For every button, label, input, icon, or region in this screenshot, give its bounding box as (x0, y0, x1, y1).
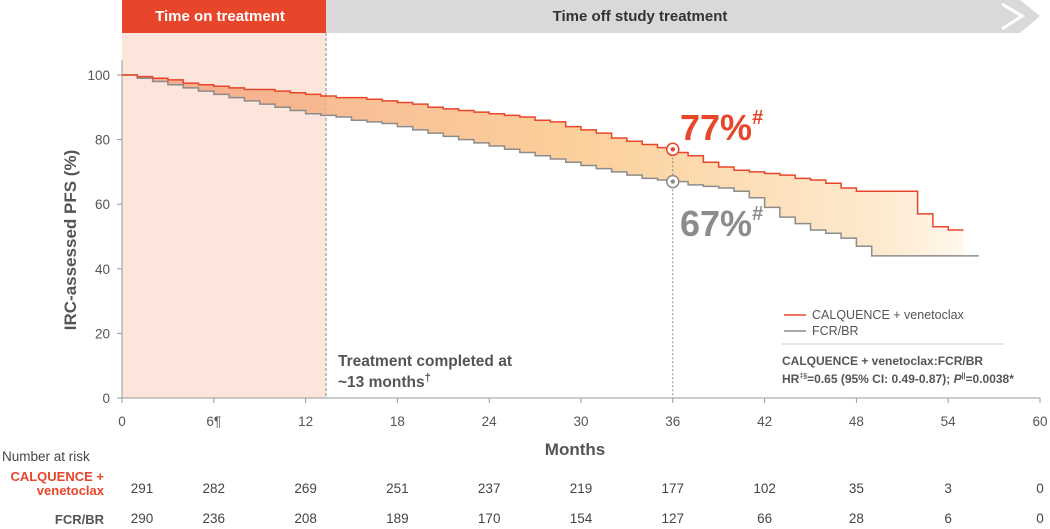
fcr-pct-label: 67%# (680, 203, 763, 244)
point-dot (670, 147, 675, 152)
x-tick-label: 42 (757, 414, 772, 429)
risk-table-title: Number at risk (2, 449, 90, 464)
banner-on-treatment (122, 0, 326, 33)
x-tick-label: 24 (482, 414, 498, 429)
treatment-completed-months: ~13 months† (338, 372, 431, 391)
risk-value: 237 (477, 481, 501, 496)
timeline-banner: Time on treatment Time off study treatme… (122, 0, 1040, 33)
y-tick-label: 20 (95, 326, 110, 341)
risk-value: 127 (661, 511, 685, 526)
risk-value: 282 (202, 481, 226, 496)
risk-value: 269 (294, 481, 317, 496)
legend-label-calquence: CALQUENCE + venetoclax (812, 308, 965, 322)
difference-band (122, 75, 964, 256)
x-tick-label: 54 (941, 414, 957, 429)
banner-off-treatment-label: Time off study treatment (553, 8, 728, 25)
risk-value: 208 (294, 511, 317, 526)
legend: CALQUENCE + venetoclax FCR/BR (782, 308, 1004, 345)
banner-off-treatment (122, 0, 1040, 33)
series-line-fcr (122, 74, 979, 257)
x-tick-label: 48 (849, 414, 864, 429)
risk-value: 35 (848, 481, 864, 496)
y-tick-label: 60 (95, 197, 110, 212)
risk-value: 236 (202, 511, 226, 526)
risk-value: 3 (944, 481, 952, 496)
calquence-36-point (666, 142, 680, 157)
risk-value: 177 (661, 481, 685, 496)
point-dot (670, 179, 675, 184)
risk-value: 6 (944, 511, 952, 526)
x-ticks: 0 6¶ 12 18 24 30 36 42 48 54 60 (118, 398, 1048, 429)
y-tick-label: 100 (87, 68, 110, 83)
risk-value: 154 (569, 511, 593, 526)
risk-value: 189 (386, 511, 409, 526)
x-tick-label: 6¶ (206, 414, 221, 429)
risk-value: 28 (848, 511, 864, 526)
hr-line2: HR‡§=0.65 (95% CI: 0.49-0.87); P||=0.003… (782, 372, 1014, 386)
y-tick-label: 40 (95, 262, 110, 277)
banner-on-treatment-label: Time on treatment (155, 8, 285, 25)
calquence-pct-label: 77%# (680, 107, 763, 148)
y-tick-label: 0 (102, 391, 110, 406)
x-tick-label: 18 (390, 414, 405, 429)
risk-value: 219 (569, 481, 593, 496)
risk-value: 66 (757, 511, 773, 526)
risk-value: 102 (753, 481, 776, 496)
x-axis-label: Months (545, 440, 605, 459)
risk-value: 0 (1036, 511, 1044, 526)
hr-line1: CALQUENCE + venetoclax:FCR/BR (782, 354, 983, 368)
fcr-36-point (666, 174, 680, 189)
treatment-completed-note: Treatment completed at (338, 353, 512, 370)
x-tick-label: 36 (665, 414, 680, 429)
y-axis-label: IRC-assessed PFS (%) (61, 150, 80, 330)
y-tick-label: 80 (95, 133, 110, 148)
x-tick-label: 30 (573, 414, 588, 429)
x-tick-label: 0 (118, 414, 126, 429)
series-line-calquence (122, 74, 964, 231)
x-tick-label: 60 (1032, 414, 1047, 429)
risk-value: 170 (477, 511, 501, 526)
risk-value: 251 (386, 481, 409, 496)
risk-value: 290 (130, 511, 154, 526)
legend-label-fcr: FCR/BR (812, 324, 859, 338)
banner-arrow-icon (1001, 2, 1025, 31)
risk-value: 291 (130, 481, 154, 496)
risk-label-fcr: FCR/BR (54, 512, 104, 527)
y-ticks: 0 20 40 60 80 100 (87, 68, 122, 406)
x-tick-label: 12 (298, 414, 313, 429)
risk-label-calquence: CALQUENCE + venetoclax (10, 469, 104, 498)
risk-value: 0 (1036, 481, 1044, 496)
